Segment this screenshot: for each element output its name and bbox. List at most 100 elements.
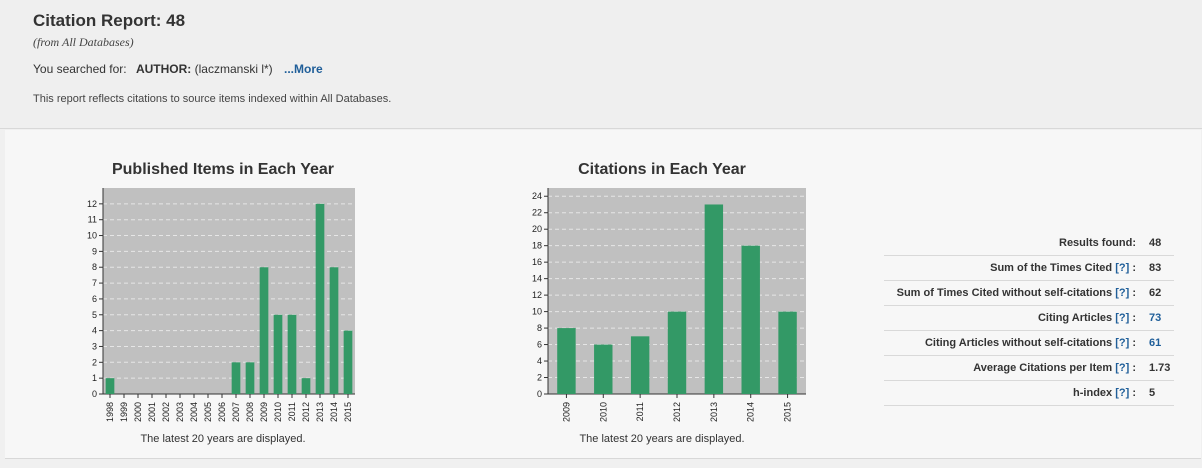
bar (329, 267, 339, 394)
x-tick-label: 2001 (147, 402, 157, 422)
help-link[interactable]: [?] (1115, 312, 1130, 324)
y-tick-label: 20 (532, 224, 542, 234)
stat-row: h-index [?] : 5 (884, 381, 1174, 406)
stat-row: Sum of Times Cited without self-citation… (884, 281, 1174, 306)
bar (630, 336, 650, 394)
x-tick-label: 2000 (133, 402, 143, 422)
stat-value[interactable]: 73 (1149, 312, 1162, 324)
bar (259, 267, 269, 394)
colon: : (1129, 312, 1136, 324)
stat-label: h-index [?] : (1073, 381, 1136, 405)
stats-table: Results found: 48 Sum of the Times Cited [… (884, 231, 1174, 406)
x-tick-label: 2013 (709, 402, 719, 422)
page-title: Citation Report: 48 (33, 11, 186, 30)
published-chart-title: Published Items in Each Year (111, 161, 334, 178)
colon: : (1129, 387, 1136, 399)
stat-label: Results found: (1059, 231, 1136, 255)
x-tick-label: 2012 (672, 402, 682, 422)
stat-label-text: Citing Articles (1037, 312, 1113, 324)
bar (273, 314, 283, 394)
stat-label: Citing Articles [?] : (1038, 306, 1136, 330)
y-tick-label: 6 (537, 340, 542, 350)
x-tick-label: 2013 (315, 402, 325, 422)
y-tick-label: 6 (92, 294, 97, 304)
y-tick-label: 4 (537, 356, 542, 366)
help-link[interactable]: [?] (1115, 362, 1130, 374)
help-link[interactable]: [?] (1115, 287, 1130, 299)
x-tick-label: 2011 (635, 402, 645, 421)
citations-chart-footnote: The latest 20 years are displayed. (579, 433, 745, 445)
y-tick-label: 14 (532, 274, 542, 284)
x-tick-label: 2009 (561, 402, 571, 422)
colon: : (1129, 362, 1136, 374)
y-tick-label: 4 (92, 326, 97, 336)
stat-label: Sum of the Times Cited [?] : (990, 256, 1136, 280)
more-link[interactable]: ...More (284, 62, 323, 76)
bar (741, 245, 760, 394)
bar (778, 311, 797, 394)
x-tick-label: 2012 (301, 402, 311, 422)
bar (667, 311, 687, 394)
help-link[interactable]: [?] (1115, 387, 1130, 399)
x-tick-label: 1998 (105, 402, 115, 422)
stat-label: Sum of Times Cited without self-citation… (897, 281, 1136, 305)
x-tick-label: 2015 (343, 402, 353, 422)
help-link[interactable]: [?] (1115, 337, 1130, 349)
stat-value: 48 (1149, 237, 1162, 249)
y-tick-label: 2 (92, 357, 97, 367)
bar (704, 204, 724, 394)
x-tick-label: 2003 (175, 402, 185, 422)
y-tick-label: 12 (532, 290, 542, 300)
report-header: Citation Report: 48 (from All Databases)… (0, 0, 1202, 129)
x-tick-label: 2009 (259, 402, 269, 422)
bar (245, 362, 255, 394)
y-tick-label: 10 (87, 231, 97, 241)
bar (301, 378, 311, 394)
stat-value[interactable]: 61 (1149, 337, 1162, 349)
bar (557, 328, 576, 394)
stat-value: 1.73 (1149, 362, 1171, 374)
y-tick-label: 16 (532, 257, 542, 267)
y-tick-label: 22 (532, 208, 542, 218)
x-tick-label: 2010 (273, 402, 283, 422)
bar (105, 378, 115, 394)
y-tick-label: 3 (92, 341, 97, 351)
x-tick-label: 2011 (287, 402, 297, 421)
searched-prefix: You searched for: (33, 62, 127, 76)
bar (287, 314, 297, 394)
y-tick-label: 0 (537, 389, 542, 399)
searched-value: (laczmanski l*) (194, 62, 273, 76)
x-tick-label: 1999 (119, 402, 129, 422)
x-tick-label: 2008 (245, 402, 255, 422)
bar (315, 203, 325, 394)
citations-chart-title: Citations in Each Year (578, 161, 746, 178)
y-tick-label: 11 (88, 215, 97, 225)
y-tick-label: 0 (92, 389, 97, 399)
plot-area (103, 188, 355, 394)
help-link[interactable]: [?] (1115, 262, 1130, 274)
stat-value: 83 (1149, 262, 1162, 274)
stat-row: Citing Articles without self-citations [… (884, 331, 1174, 356)
report-note: This report reflects citations to source… (33, 93, 392, 105)
y-tick-label: 8 (92, 262, 97, 272)
x-tick-label: 2014 (329, 402, 339, 422)
y-tick-label: 2 (537, 373, 542, 383)
x-tick-label: 2015 (783, 402, 793, 422)
stat-row: Results found: 48 (884, 231, 1174, 256)
stat-label-text: Sum of the Times Cited (990, 262, 1113, 274)
stat-row: Average Citations per Item [?] : 1.73 (884, 356, 1174, 381)
search-summary: You searched for: AUTHOR: (laczmanski l*… (33, 62, 323, 76)
colon: : (1129, 337, 1136, 349)
colon: : (1129, 287, 1136, 299)
colon: : (1129, 262, 1136, 274)
bar (231, 362, 241, 394)
x-tick-label: 2005 (203, 402, 213, 422)
bar (594, 344, 613, 394)
x-tick-label: 2007 (231, 402, 241, 422)
stat-value: 5 (1149, 387, 1156, 399)
stat-row: Citing Articles [?] : 73 (884, 306, 1174, 331)
searched-field: AUTHOR: (135, 62, 192, 76)
y-tick-label: 18 (532, 241, 542, 251)
stat-label-text: Sum of Times Cited without self-citation… (896, 287, 1113, 299)
